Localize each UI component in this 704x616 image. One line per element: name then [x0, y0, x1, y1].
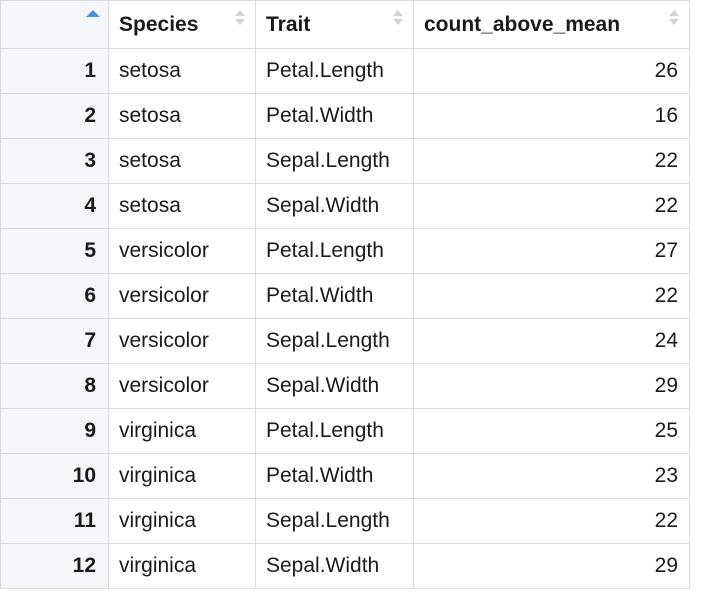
- trait-cell: Sepal.Width: [255, 183, 414, 229]
- sort-both-icon[interactable]: [668, 10, 680, 28]
- species-cell: virginica: [108, 498, 256, 544]
- species-cell: versicolor: [108, 363, 256, 409]
- row-index-cell: 11: [0, 498, 109, 544]
- row-index-cell: 5: [0, 228, 109, 274]
- row-index-cell: 2: [0, 93, 109, 139]
- sort-ascending-icon[interactable]: [86, 10, 100, 28]
- table-row[interactable]: 1 setosa Petal.Length 26: [0, 48, 690, 94]
- column-header-index[interactable]: [0, 0, 109, 49]
- trait-cell: Petal.Length: [255, 48, 414, 94]
- column-header-label: count_above_mean: [424, 12, 621, 36]
- trait-cell: Petal.Width: [255, 273, 414, 319]
- row-index-cell: 1: [0, 48, 109, 94]
- row-index-cell: 9: [0, 408, 109, 454]
- count-above-mean-cell: 22: [413, 498, 690, 544]
- count-above-mean-cell: 29: [413, 363, 690, 409]
- table-row[interactable]: 12 virginica Sepal.Width 29: [0, 543, 690, 589]
- trait-cell: Sepal.Length: [255, 498, 414, 544]
- count-above-mean-cell: 22: [413, 138, 690, 184]
- species-cell: virginica: [108, 408, 256, 454]
- column-header-label: Species: [119, 12, 199, 36]
- table-row[interactable]: 7 versicolor Sepal.Length 24: [0, 318, 690, 364]
- trait-cell: Petal.Width: [255, 93, 414, 139]
- table-row[interactable]: 9 virginica Petal.Length 25: [0, 408, 690, 454]
- column-header-count-above-mean[interactable]: count_above_mean: [413, 0, 690, 49]
- row-index-cell: 8: [0, 363, 109, 409]
- table-row[interactable]: 4 setosa Sepal.Width 22: [0, 183, 690, 229]
- trait-cell: Petal.Width: [255, 453, 414, 499]
- count-above-mean-cell: 26: [413, 48, 690, 94]
- count-above-mean-cell: 29: [413, 543, 690, 589]
- row-index-cell: 12: [0, 543, 109, 589]
- count-above-mean-cell: 16: [413, 93, 690, 139]
- count-above-mean-cell: 27: [413, 228, 690, 274]
- species-cell: versicolor: [108, 273, 256, 319]
- row-index-cell: 3: [0, 138, 109, 184]
- column-header-label: Trait: [266, 12, 311, 36]
- species-cell: versicolor: [108, 228, 256, 274]
- count-above-mean-cell: 23: [413, 453, 690, 499]
- trait-cell: Sepal.Length: [255, 318, 414, 364]
- table-row[interactable]: 5 versicolor Petal.Length 27: [0, 228, 690, 274]
- count-above-mean-cell: 25: [413, 408, 690, 454]
- species-cell: virginica: [108, 453, 256, 499]
- species-cell: setosa: [108, 138, 256, 184]
- table-row[interactable]: 11 virginica Sepal.Length 22: [0, 498, 690, 544]
- table-row[interactable]: 3 setosa Sepal.Length 22: [0, 138, 690, 184]
- table-row[interactable]: 8 versicolor Sepal.Width 29: [0, 363, 690, 409]
- table-header: Species Trait count_above_mean: [0, 0, 690, 49]
- species-cell: setosa: [108, 93, 256, 139]
- table-row[interactable]: 10 virginica Petal.Width 23: [0, 453, 690, 499]
- column-header-species[interactable]: Species: [108, 0, 256, 49]
- header-row: Species Trait count_above_mean: [0, 0, 690, 49]
- trait-cell: Petal.Length: [255, 408, 414, 454]
- column-header-trait[interactable]: Trait: [255, 0, 414, 49]
- count-above-mean-cell: 22: [413, 183, 690, 229]
- table-row[interactable]: 2 setosa Petal.Width 16: [0, 93, 690, 139]
- sort-both-icon[interactable]: [234, 10, 246, 28]
- count-above-mean-cell: 22: [413, 273, 690, 319]
- species-cell: versicolor: [108, 318, 256, 364]
- trait-cell: Sepal.Length: [255, 138, 414, 184]
- data-table: Species Trait count_above_mean: [0, 0, 690, 589]
- row-index-cell: 7: [0, 318, 109, 364]
- species-cell: setosa: [108, 183, 256, 229]
- row-index-cell: 6: [0, 273, 109, 319]
- trait-cell: Sepal.Width: [255, 543, 414, 589]
- species-cell: virginica: [108, 543, 256, 589]
- count-above-mean-cell: 24: [413, 318, 690, 364]
- trait-cell: Petal.Length: [255, 228, 414, 274]
- sort-both-icon[interactable]: [392, 10, 404, 28]
- row-index-cell: 10: [0, 453, 109, 499]
- row-index-cell: 4: [0, 183, 109, 229]
- table-body: 1 setosa Petal.Length 26 2 setosa Petal.Width 1…: [0, 48, 690, 589]
- table-row[interactable]: 6 versicolor Petal.Width 22: [0, 273, 690, 319]
- trait-cell: Sepal.Width: [255, 363, 414, 409]
- species-cell: setosa: [108, 48, 256, 94]
